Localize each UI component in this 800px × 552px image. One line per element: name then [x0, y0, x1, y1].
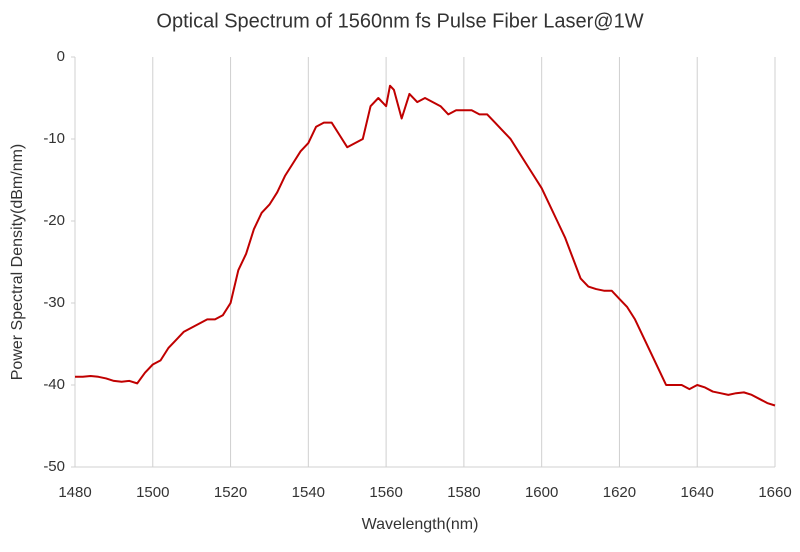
x-tick-label: 1480 [58, 484, 91, 501]
x-tick-label: 1620 [603, 484, 636, 501]
x-tick-label: 1640 [681, 484, 714, 501]
x-tick-label: 1580 [447, 484, 480, 501]
y-axis-label: Power Spectral Density(dBm/nm) [9, 144, 26, 381]
x-tick-label: 1560 [369, 484, 402, 501]
series-line [75, 84, 776, 407]
y-tick-label: -30 [43, 294, 65, 311]
y-tick-label: -20 [43, 212, 65, 229]
x-axis-label: Wavelength(nm) [362, 516, 479, 533]
y-tick-label: 0 [57, 48, 65, 65]
x-tick-label: 1600 [525, 484, 558, 501]
y-tick-label: -50 [43, 458, 65, 475]
chart-title: Optical Spectrum of 1560nm fs Pulse Fibe… [156, 10, 643, 32]
y-tick-label: -40 [43, 376, 65, 393]
x-tick-label: 1540 [292, 484, 325, 501]
x-tick-label: 1660 [758, 484, 791, 501]
x-tick-label: 1500 [136, 484, 169, 501]
x-tick-label: 1520 [214, 484, 247, 501]
y-tick-label: -10 [43, 130, 65, 147]
